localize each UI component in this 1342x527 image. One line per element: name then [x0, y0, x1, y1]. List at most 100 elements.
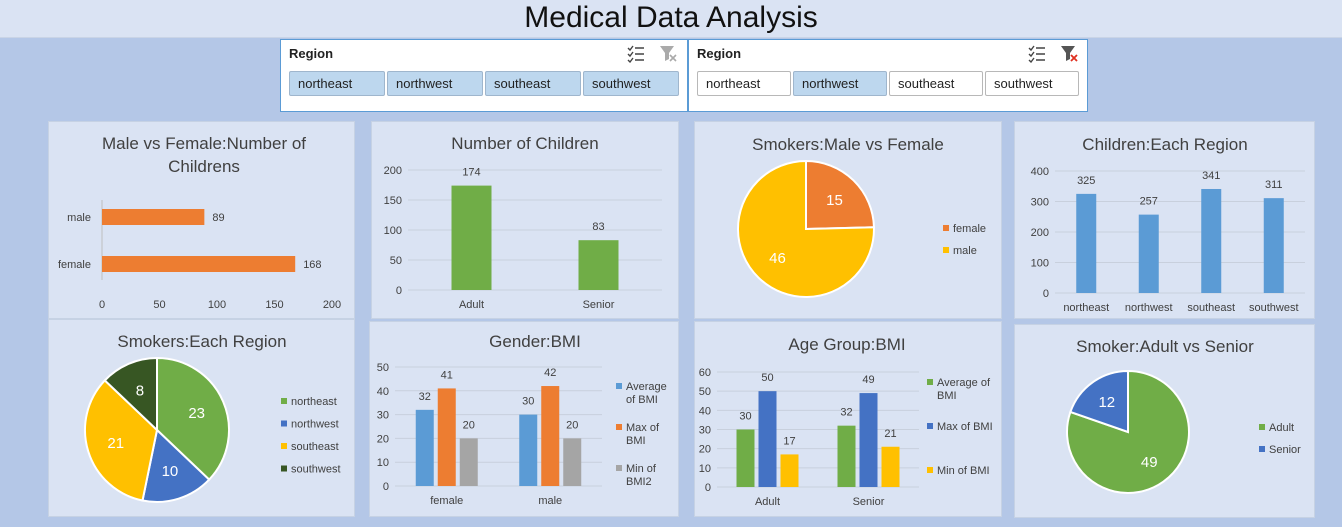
clear-filter-icon[interactable]	[1059, 43, 1079, 63]
legend-swatch	[927, 379, 933, 385]
slicer-item-southwest[interactable]: southwest	[985, 71, 1079, 96]
chart-svg: Smokers:Male vs Female 15 46 female male	[737, 135, 986, 298]
y-tick-label: 20	[699, 444, 711, 456]
slice-label: 21	[107, 435, 124, 452]
slicer-item-northeast[interactable]: northeast	[697, 71, 791, 96]
bar	[1201, 188, 1222, 293]
slicer-item-southwest[interactable]: southwest	[583, 71, 679, 96]
data-label: 42	[544, 367, 556, 379]
legend-swatch	[281, 420, 287, 427]
slice-label: 23	[188, 405, 205, 422]
data-label: 174	[462, 167, 480, 179]
region-slicer-2[interactable]: Region northeast northwest southeast sou…	[688, 39, 1088, 112]
legend-swatch	[1259, 446, 1265, 452]
slicer-item-northeast[interactable]: northeast	[289, 71, 385, 96]
slice-label: 10	[162, 463, 179, 480]
category-label: female	[58, 259, 91, 271]
bar	[780, 454, 799, 487]
slicer-item-northwest[interactable]: northwest	[387, 71, 483, 96]
slice-label: 8	[136, 382, 144, 399]
y-tick-label: 60	[699, 367, 711, 379]
bar	[1076, 193, 1097, 293]
data-label: 17	[783, 435, 795, 447]
category-label: northeast	[1063, 302, 1109, 314]
legend-label: Average	[626, 381, 667, 393]
legend-swatch	[616, 383, 622, 389]
data-label: 30	[739, 411, 751, 423]
smoker-adult-senior-chart[interactable]: Smoker:Adult vs Senior 49 12 Adult Senior	[1014, 324, 1315, 518]
legend-label: BMI	[937, 390, 957, 402]
legend-label: female	[953, 223, 986, 235]
slice-label: 12	[1098, 394, 1115, 411]
y-tick-label: 40	[699, 405, 711, 417]
chart-title: Smokers:Each Region	[117, 332, 286, 351]
pie-slice	[141, 428, 211, 503]
legend-label: southwest	[291, 464, 341, 476]
clear-filter-icon[interactable]	[658, 43, 678, 63]
legend-label: Senior	[1269, 444, 1301, 456]
data-label: 32	[840, 407, 852, 419]
data-label: 50	[761, 372, 773, 384]
legend-label: BMI2	[626, 476, 652, 488]
slicer-item-southeast[interactable]: southeast	[485, 71, 581, 96]
data-label: 168	[303, 259, 321, 271]
legend-label: northeast	[291, 396, 337, 408]
legend-label: BMI	[626, 435, 646, 447]
y-tick-label: 0	[1043, 288, 1049, 300]
bar	[102, 256, 296, 272]
legend-swatch	[281, 465, 287, 472]
data-label: 32	[419, 391, 431, 403]
legend-label: Min of	[626, 463, 657, 475]
children-each-region-chart[interactable]: Children:Each Region 0 100 200 300 400 325 nort…	[1014, 121, 1315, 319]
legend-label: Max of BMI	[937, 421, 993, 433]
region-slicer-1[interactable]: Region northeast northwest southeast sou…	[280, 39, 688, 112]
bar	[837, 425, 856, 487]
data-label: 49	[862, 374, 874, 386]
bar	[758, 391, 777, 487]
bar	[541, 386, 560, 486]
slice-label: 46	[769, 250, 786, 267]
data-label: 89	[212, 212, 224, 224]
male-female-children-chart[interactable]: Male vs Female:Number of Childrens male 89 f…	[48, 121, 355, 319]
y-tick-label: 200	[1031, 227, 1049, 239]
y-tick-label: 200	[384, 165, 402, 177]
x-tick-label: 200	[323, 299, 341, 311]
pie-slice	[737, 159, 875, 298]
multiselect-icon[interactable]	[626, 43, 646, 63]
chart-svg: Male vs Female:Number of Childrens male 89 f…	[58, 134, 341, 311]
category-label: southeast	[1187, 302, 1235, 314]
multiselect-icon[interactable]	[1027, 43, 1047, 63]
smokers-each-region-chart[interactable]: Smokers:Each Region 23 10 21 8 northeast north…	[48, 319, 355, 517]
legend-label: of BMI	[626, 394, 658, 406]
y-tick-label: 30	[699, 425, 711, 437]
x-tick-label: 150	[265, 299, 283, 311]
y-tick-label: 0	[396, 285, 402, 297]
smokers-male-female-chart[interactable]: Smokers:Male vs Female 15 46 female male	[694, 121, 1002, 319]
pie-slice	[84, 378, 159, 502]
bar	[415, 409, 434, 486]
chart-svg: Age Group:BMI 0 10 20 30 40 50 60 30 50 17 Adult 32 4…	[699, 335, 993, 508]
legend-swatch	[943, 225, 949, 231]
chart-svg: Smokers:Each Region 23 10 21 8 northeast north…	[84, 332, 341, 503]
bar	[459, 438, 478, 486]
category-label: northwest	[1125, 302, 1173, 314]
bar	[881, 446, 900, 487]
chart-title: Smokers:Male vs Female	[752, 135, 944, 154]
y-tick-label: 400	[1031, 166, 1049, 178]
x-tick-label: 50	[153, 299, 165, 311]
category-label: Adult	[755, 496, 780, 508]
y-tick-label: 10	[699, 463, 711, 475]
number-of-children-chart[interactable]: Number of Children 0 50 100 150 200 174 Adult 83…	[371, 121, 679, 319]
slicer-item-southeast[interactable]: southeast	[889, 71, 983, 96]
legend-swatch	[927, 467, 933, 473]
slicer-header: Region	[697, 46, 742, 61]
chart-svg: Children:Each Region 0 100 200 300 400 325 nort…	[1031, 135, 1305, 314]
y-tick-label: 10	[377, 457, 389, 469]
gender-bmi-chart[interactable]: Gender:BMI 0 10 20 30 40 50 32 41 20 female 30 42 20 m…	[369, 321, 679, 517]
legend-label: Adult	[1269, 422, 1294, 434]
chart-title: Childrens	[168, 157, 240, 176]
slicer-item-northwest[interactable]: northwest	[793, 71, 887, 96]
age-group-bmi-chart[interactable]: Age Group:BMI 0 10 20 30 40 50 60 30 50 17 Adult 32 4…	[694, 321, 1002, 517]
y-tick-label: 300	[1031, 197, 1049, 209]
chart-svg: Smoker:Adult vs Senior 49 12 Adult Senior	[1066, 337, 1301, 494]
